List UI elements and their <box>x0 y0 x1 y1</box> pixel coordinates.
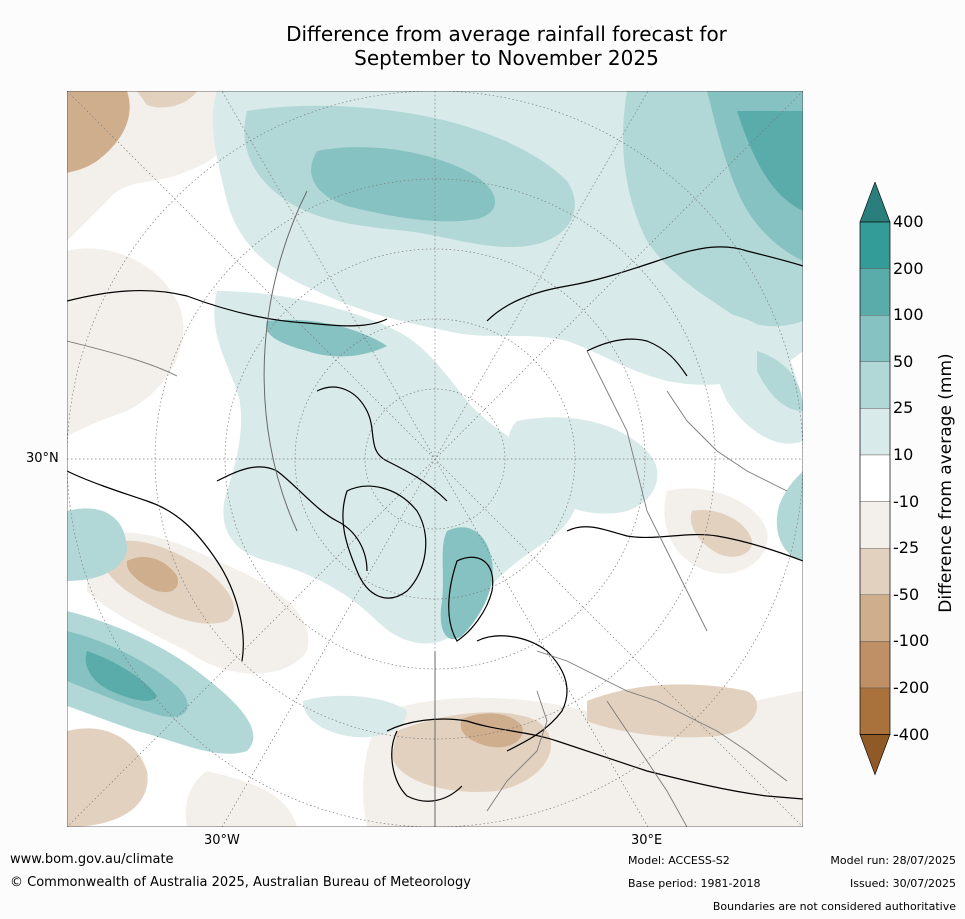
main-meridians <box>263 190 436 827</box>
colorbar-segment <box>859 641 891 689</box>
issued-date: Issued: 30/07/2025 <box>849 877 956 890</box>
latitude-label: 30°N <box>26 451 59 466</box>
country-boundaries <box>67 340 788 827</box>
colorbar-tick-label: 25 <box>893 398 914 418</box>
wet-anomaly-regions <box>67 91 803 754</box>
colorbar-segment <box>859 548 891 596</box>
colorbar-segment <box>859 268 891 316</box>
colorbar-segment <box>859 454 891 502</box>
coastlines <box>67 246 803 802</box>
colorbar <box>859 182 891 776</box>
colorbar-tick-label: 400 <box>893 212 924 231</box>
longitude-label-west: 30°W <box>204 833 240 848</box>
colorbar-tick-label: -25 <box>893 538 920 558</box>
colorbar-segment <box>859 314 891 362</box>
colorbar-tick-label: 100 <box>893 305 924 325</box>
title-line-2: September to November 2025 <box>354 46 659 70</box>
rainfall-anomaly-map <box>67 91 803 827</box>
colorbar-tick-label: -10 <box>893 491 920 511</box>
boundaries-disclaimer: Boundaries are not considered authoritat… <box>712 900 956 913</box>
graticule <box>67 91 803 827</box>
base-period: Base period: 1981-2018 <box>628 877 761 890</box>
colorbar-segment <box>859 221 891 269</box>
colorbar-segment <box>859 594 891 642</box>
colorbar-segment <box>859 501 891 549</box>
colorbar-tick-label: -100 <box>893 631 930 651</box>
colorbar-segment <box>859 361 891 409</box>
chart-title: Difference from average rainfall forecas… <box>0 22 965 70</box>
colorbar-tick-label: -50 <box>893 584 920 604</box>
copyright-text: © Commonwealth of Australia 2025, Austra… <box>10 875 471 890</box>
colorbar-tick-label: 200 <box>893 258 924 278</box>
title-line-1: Difference from average rainfall forecas… <box>286 22 727 46</box>
colorbar-tick-label: 50 <box>893 351 914 371</box>
colorbar-segment <box>859 408 891 456</box>
model-name: Model: ACCESS-S2 <box>628 854 730 867</box>
colorbar-arrow-top <box>859 182 891 223</box>
colorbar-tick-label: 10 <box>893 445 914 464</box>
longitude-label-east: 30°E <box>631 833 663 848</box>
colorbar-segment <box>859 687 891 735</box>
colorbar-label: Difference from average (mm) <box>936 353 956 613</box>
colorbar-tick-label: -200 <box>893 678 930 697</box>
website-link[interactable]: www.bom.gov.au/climate <box>10 852 174 867</box>
colorbar-arrow-bottom <box>859 734 891 776</box>
colorbar-tick-label: -400 <box>893 724 930 744</box>
dry-anomaly-regions <box>67 91 803 827</box>
model-run-date: Model run: 28/07/2025 <box>830 854 956 867</box>
